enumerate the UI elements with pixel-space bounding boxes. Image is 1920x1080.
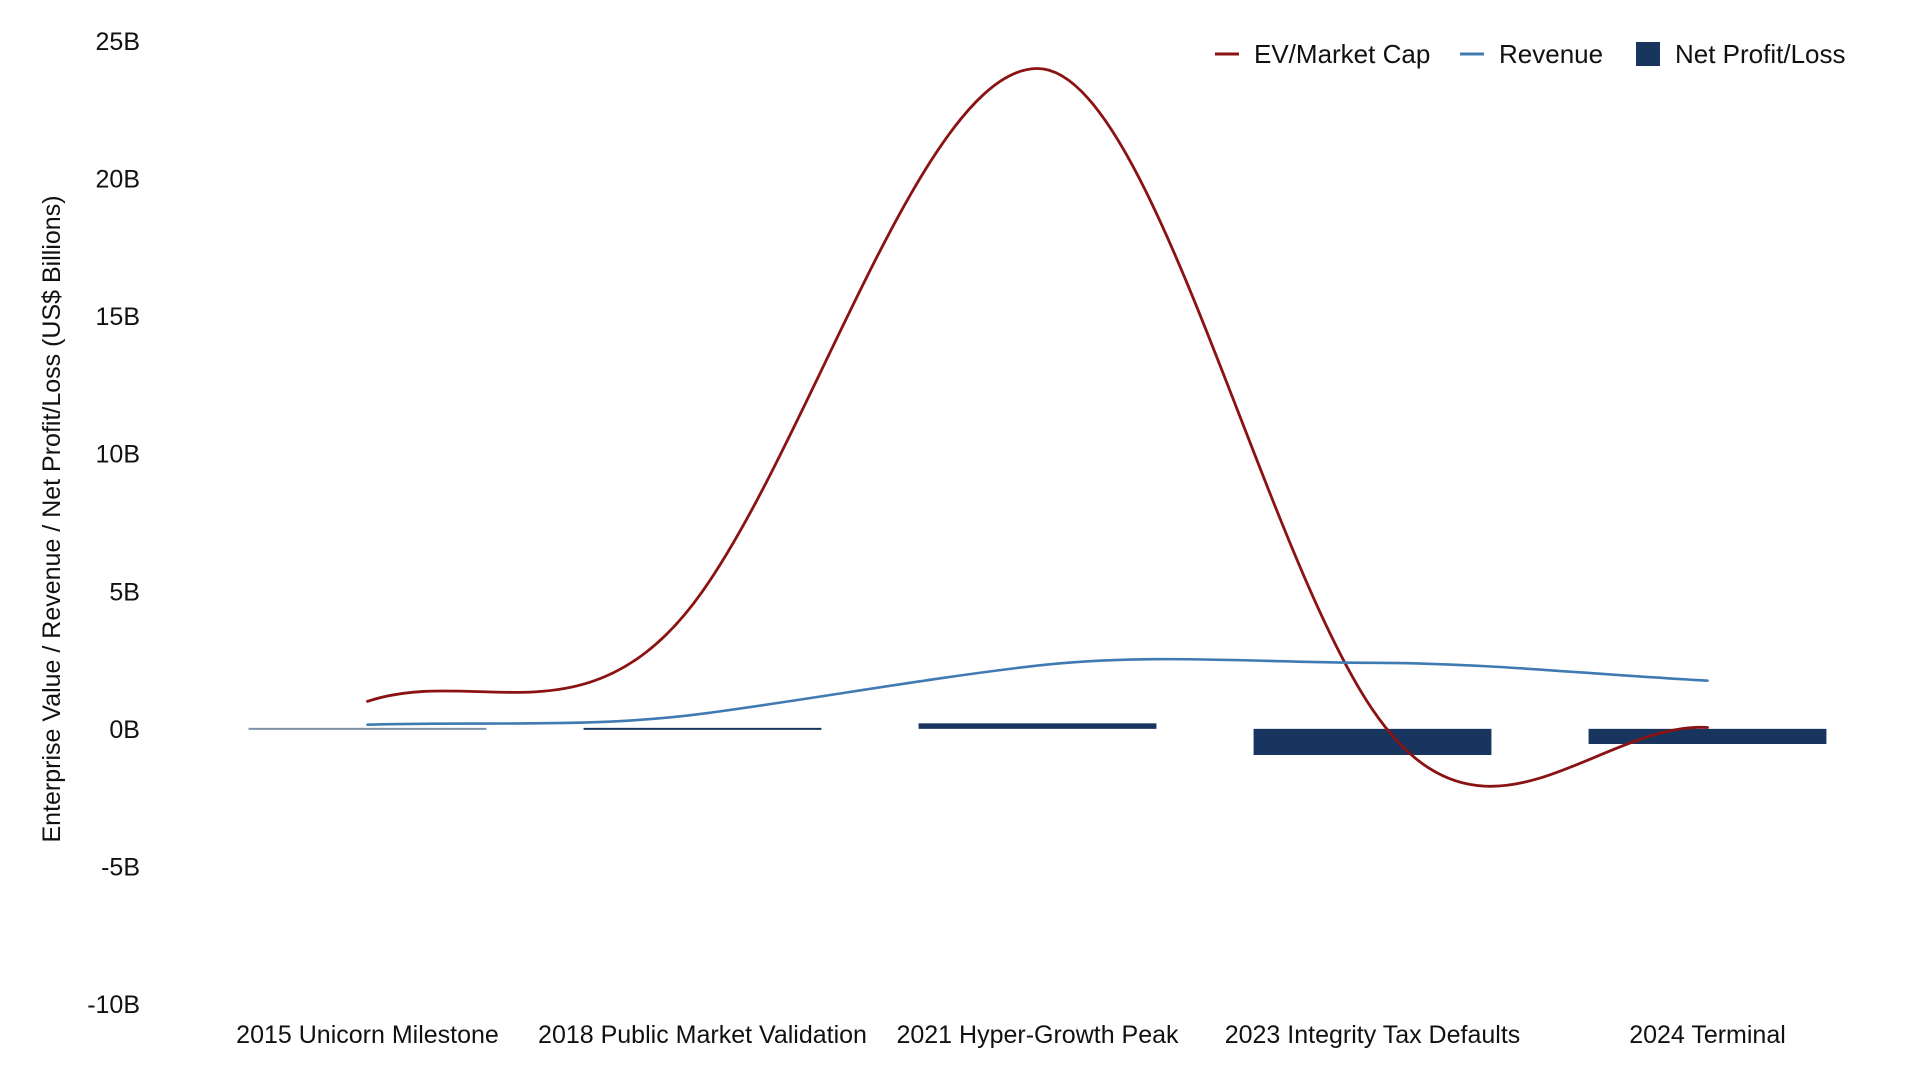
y-tick-label: -5B [101, 853, 140, 881]
y-tick-label: -10B [87, 991, 140, 1019]
series-line-ev-market-cap [366, 67, 1709, 788]
bar-net-profit-loss [918, 723, 1157, 729]
x-tick-label: 2021 Hyper-Growth Peak [896, 1021, 1179, 1049]
x-tick-label: 2023 Integrity Tax Defaults [1225, 1021, 1521, 1049]
legend: EV/Market Cap Revenue Net Profit/Loss [1215, 39, 1846, 69]
legend-label-net-profit-loss: Net Profit/Loss [1675, 39, 1846, 69]
y-tick-label: 5B [109, 578, 140, 606]
y-tick-label: 25B [96, 28, 140, 56]
x-tick-label: 2015 Unicorn Milestone [236, 1021, 499, 1049]
x-tick-label: 2018 Public Market Validation [538, 1021, 867, 1049]
legend-label-ev-market-cap: EV/Market Cap [1254, 39, 1430, 69]
bar-net-profit-loss [1253, 728, 1492, 755]
y-tick-label: 0B [109, 716, 140, 744]
y-tick-label: 20B [96, 166, 140, 194]
y-tick-label: 15B [96, 303, 140, 331]
series-lines [366, 67, 1709, 788]
bar-net-profit-loss [583, 727, 822, 730]
y-axis-title: Enterprise Value / Revenue / Net Profit/… [38, 195, 66, 842]
bars [248, 723, 1827, 755]
bar-net-profit-loss [248, 727, 487, 730]
x-tick-label: 2024 Terminal [1629, 1021, 1786, 1049]
legend-swatch-net-profit-loss [1636, 42, 1660, 66]
y-tick-label: 10B [96, 441, 140, 469]
series-line-revenue [366, 657, 1709, 727]
legend-label-revenue: Revenue [1499, 39, 1603, 69]
x-axis-tick-labels: 2015 Unicorn Milestone 2018 Public Market… [236, 1021, 1786, 1049]
y-axis-tick-labels: 25B 20B 15B 10B 5B 0B -5B -10B [87, 28, 140, 1019]
bar-net-profit-loss [1588, 728, 1827, 744]
